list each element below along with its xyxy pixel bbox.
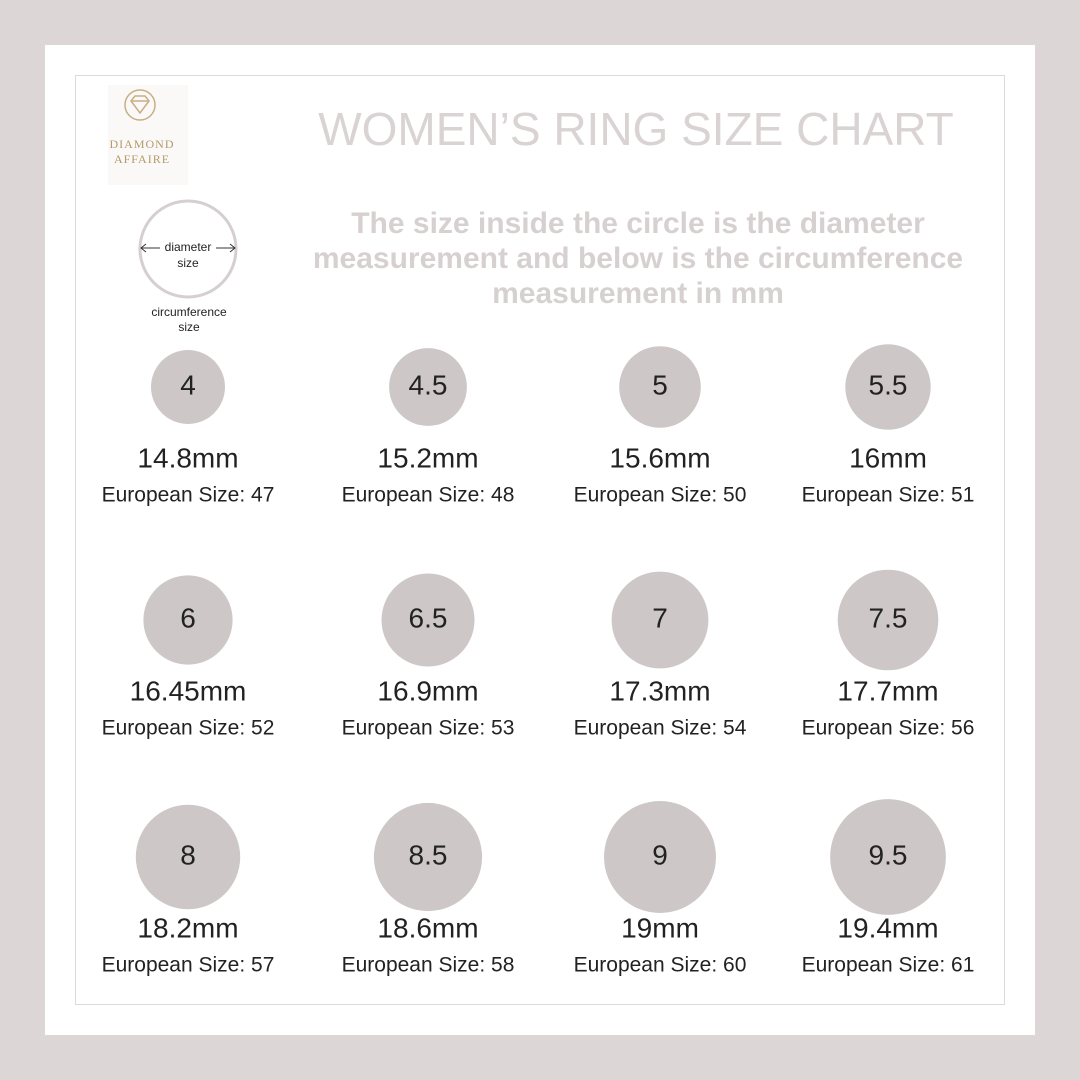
inner-border [75, 75, 1005, 1005]
ring-size: 9 [652, 839, 668, 870]
size-circle [381, 573, 475, 667]
diameter: 15.6mm [609, 442, 710, 473]
logo-text: DIAMOND [110, 137, 175, 151]
size-circle [837, 569, 939, 671]
diameter: 19.4mm [837, 912, 938, 943]
legend-label: size [178, 320, 200, 334]
diameter: 14.8mm [137, 442, 238, 473]
ring-size: 5.5 [869, 369, 908, 400]
ring-size: 7.5 [869, 602, 908, 633]
size-circle [830, 799, 946, 915]
ring-size: 4 [180, 369, 196, 400]
legend-circle [138, 199, 238, 299]
european-size: European Size: 54 [574, 717, 747, 740]
size-circle [611, 571, 709, 669]
ring-size: 6.5 [409, 602, 448, 633]
diameter: 17.7mm [837, 675, 938, 706]
ring-size: 7 [652, 602, 668, 633]
legend-label: size [177, 256, 199, 270]
european-size: European Size: 47 [102, 484, 275, 507]
size-circle [389, 348, 467, 426]
european-size: European Size: 61 [802, 954, 975, 977]
size-circle [135, 804, 241, 910]
ring-size: 8.5 [409, 839, 448, 870]
diameter: 18.6mm [377, 912, 478, 943]
diameter: 16.45mm [130, 675, 247, 706]
logo-text: AFFAIRE [114, 152, 170, 166]
european-size: European Size: 57 [102, 954, 275, 977]
ring-size: 8 [180, 839, 196, 870]
diameter: 19mm [621, 912, 699, 943]
size-circle [373, 802, 483, 912]
ring-size: 5 [652, 369, 668, 400]
european-size: European Size: 51 [802, 484, 975, 507]
title: WOMEN’S RING SIZE CHART [318, 103, 954, 155]
european-size: European Size: 50 [574, 484, 747, 507]
european-size: European Size: 53 [342, 717, 515, 740]
legend-arrow [140, 243, 236, 253]
legend-label: diameter [165, 240, 212, 254]
diameter: 18.2mm [137, 912, 238, 943]
ring-size: 9.5 [869, 839, 908, 870]
ring-size: 4.5 [409, 369, 448, 400]
legend-label: circumference [151, 305, 227, 319]
description: The size inside the circle is the diamet… [312, 207, 964, 310]
european-size: European Size: 48 [342, 484, 515, 507]
size-circle [845, 344, 931, 430]
diameter: 16mm [849, 442, 927, 473]
diameter: 17.3mm [609, 675, 710, 706]
logo-icon [124, 89, 156, 121]
size-circle [604, 801, 716, 913]
european-size: European Size: 56 [802, 717, 975, 740]
diameter: 16.9mm [377, 675, 478, 706]
size-circle [143, 575, 233, 665]
european-size: European Size: 58 [342, 954, 515, 977]
size-circle [151, 350, 225, 424]
diameter: 15.2mm [377, 442, 478, 473]
european-size: European Size: 60 [574, 954, 747, 977]
size-circle [619, 346, 701, 428]
european-size: European Size: 52 [102, 717, 275, 740]
ring-size: 6 [180, 602, 196, 633]
